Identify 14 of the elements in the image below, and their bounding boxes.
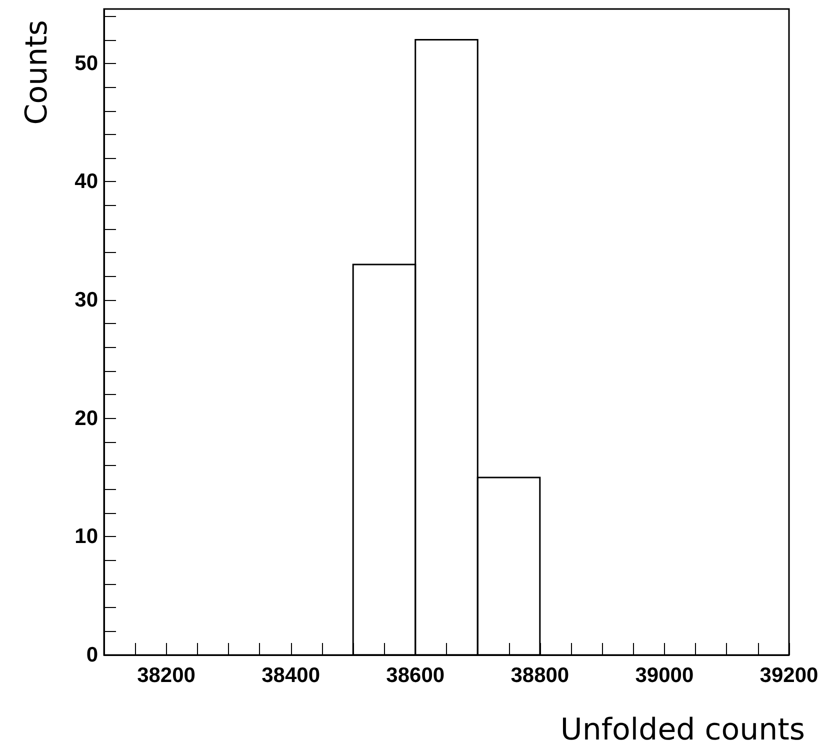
x-tick-label: 39200 [760, 664, 818, 687]
x-tick-label: 39000 [635, 664, 694, 687]
x-tick-label: 38600 [386, 664, 445, 687]
y-tick-label: 40 [74, 170, 98, 194]
y-tick-label: 10 [74, 525, 98, 548]
x-tick-label: 38200 [137, 664, 196, 687]
y-tick-label: 50 [74, 52, 98, 75]
y-tick-label: 20 [74, 406, 98, 430]
x-axis-title: Unfolded counts [560, 712, 805, 747]
y-tick-label: 30 [74, 288, 98, 312]
x-tick-label: 38800 [510, 664, 570, 687]
x-tick-label: 38400 [262, 664, 320, 687]
y-tick-label: 0 [86, 644, 98, 666]
y-axis-title: Counts [20, 20, 54, 125]
